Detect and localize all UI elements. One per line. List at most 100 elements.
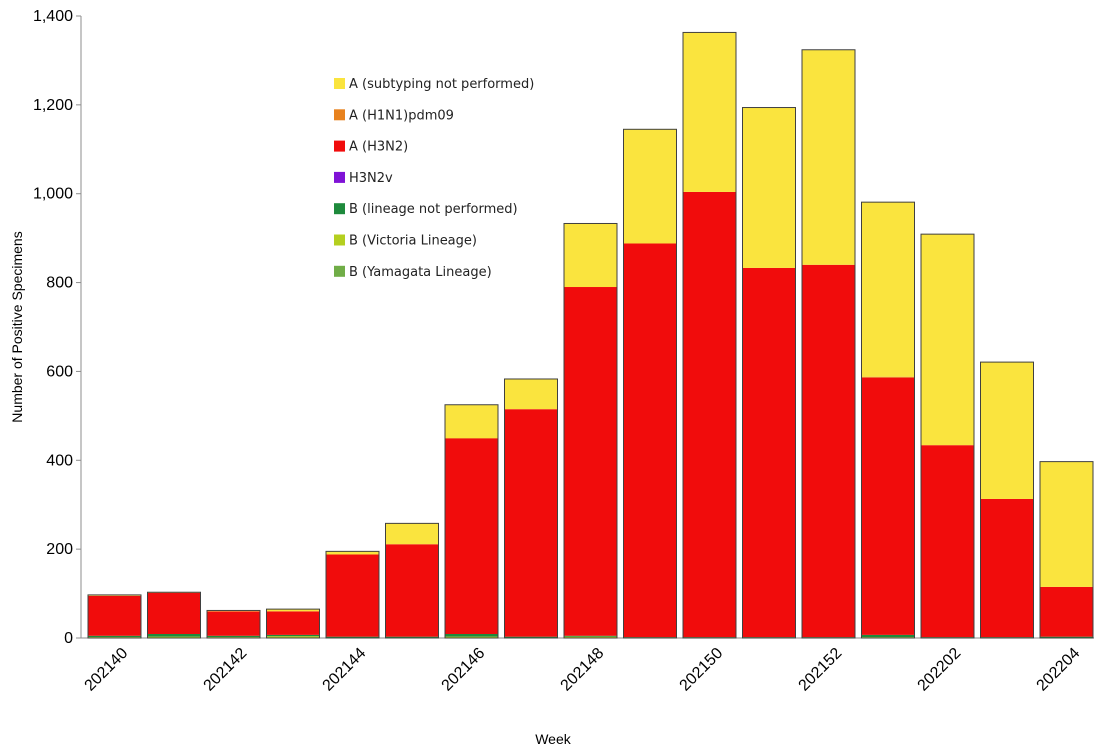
y-axis-title: Number of Positive Specimens bbox=[9, 231, 25, 422]
legend-label: H3N2v bbox=[349, 171, 393, 186]
legend-item: A (subtyping not performed) bbox=[334, 77, 534, 92]
bar-segment bbox=[147, 636, 201, 638]
bar-segment bbox=[861, 202, 915, 377]
legend-label: B (Yamagata Lineage) bbox=[349, 265, 492, 280]
bar-outline bbox=[87, 594, 142, 639]
bar-segment bbox=[88, 595, 141, 636]
bars bbox=[87, 31, 1094, 639]
bar-segment bbox=[1040, 461, 1093, 587]
bar-stack bbox=[147, 591, 201, 639]
bar-segment bbox=[564, 635, 617, 637]
legend-label: A (H3N2) bbox=[349, 140, 408, 155]
bar-outline bbox=[801, 49, 856, 639]
x-tick-label: 202150 bbox=[677, 645, 727, 695]
bar-segment bbox=[980, 498, 1034, 638]
bar-segment bbox=[683, 191, 736, 638]
legend-swatch bbox=[334, 203, 345, 215]
bar-stack bbox=[980, 361, 1034, 639]
bar-outline bbox=[1039, 461, 1094, 639]
y-tick-label: 1,400 bbox=[33, 8, 73, 25]
bar-segment bbox=[385, 636, 439, 638]
bar-segment bbox=[564, 223, 617, 288]
bar-segment bbox=[326, 636, 379, 638]
legend-item: A (H3N2) bbox=[334, 140, 408, 155]
legend-swatch bbox=[334, 265, 345, 277]
bar-segment bbox=[1040, 636, 1093, 638]
bar-segment bbox=[802, 49, 855, 265]
bar-outline bbox=[147, 591, 201, 639]
x-tick-label: 202148 bbox=[558, 645, 608, 695]
bar-segment bbox=[445, 438, 498, 635]
bar-segment bbox=[88, 635, 141, 638]
bar-segment bbox=[921, 637, 974, 638]
bar-segment bbox=[861, 377, 915, 635]
bar-segment bbox=[742, 107, 796, 268]
x-tick-label: 202140 bbox=[82, 645, 132, 695]
bar-segment bbox=[802, 637, 855, 638]
legend-swatch bbox=[334, 78, 345, 89]
bar-segment bbox=[683, 637, 736, 638]
bar-segment bbox=[504, 409, 558, 637]
bar-stack bbox=[623, 128, 677, 639]
bar-segment bbox=[921, 234, 974, 446]
y-tick-label: 1,200 bbox=[33, 97, 73, 114]
bar-segment bbox=[980, 362, 1034, 499]
legend-label: B (Victoria Lineage) bbox=[349, 234, 477, 249]
legend-swatch bbox=[334, 140, 345, 152]
legend: A (subtyping not performed) A (H1N1)pdm09… bbox=[334, 77, 534, 280]
bar-segment bbox=[921, 445, 974, 638]
bar-segment bbox=[861, 376, 915, 378]
bar-outline bbox=[385, 522, 439, 639]
x-tick-label: 202144 bbox=[320, 645, 370, 695]
bar-segment bbox=[861, 634, 915, 638]
y-tick-label: 1,000 bbox=[33, 186, 73, 203]
bar-stack bbox=[861, 201, 915, 639]
y-ticks: 0 200 400 600 800 1,000 1,200 1,400 bbox=[33, 8, 81, 647]
bar-outline bbox=[623, 128, 677, 639]
bar-segment bbox=[266, 609, 320, 612]
bar-segment bbox=[207, 611, 260, 636]
x-tick-label: 202204 bbox=[1034, 645, 1084, 695]
bar-stack bbox=[801, 49, 856, 639]
legend-swatch bbox=[334, 234, 345, 246]
bar-segment bbox=[207, 635, 260, 638]
bar-stack bbox=[1039, 461, 1094, 639]
bar-outline bbox=[861, 201, 915, 639]
bar-outline bbox=[266, 608, 320, 639]
bar-segment bbox=[147, 592, 201, 635]
bar-segment bbox=[683, 32, 736, 192]
legend-item: B (Victoria Lineage) bbox=[334, 234, 477, 249]
bar-segment bbox=[385, 523, 439, 545]
bar-segment bbox=[266, 636, 320, 638]
bar-segment bbox=[742, 267, 796, 638]
bar-segment bbox=[623, 637, 677, 638]
bar-segment bbox=[1040, 586, 1093, 637]
bar-outline bbox=[682, 31, 737, 639]
bar-segment bbox=[266, 634, 320, 637]
x-tick-label: 202146 bbox=[439, 645, 489, 695]
legend-label: A (subtyping not performed) bbox=[349, 77, 534, 92]
x-tick-label: 202142 bbox=[201, 645, 251, 695]
x-tick-label: 202152 bbox=[796, 645, 846, 695]
x-ticks: 202140 202142 202144 202146 202148 202150 2021… bbox=[82, 645, 1084, 695]
bar-outline bbox=[325, 550, 380, 639]
bar-segment bbox=[504, 378, 558, 410]
bar-outline bbox=[920, 233, 975, 639]
bar-stack bbox=[920, 233, 975, 639]
y-tick-label: 800 bbox=[46, 275, 73, 292]
bar-segment bbox=[326, 551, 379, 555]
legend-item: A (H1N1)pdm09 bbox=[334, 108, 454, 123]
bar-outline bbox=[980, 361, 1034, 639]
bar-segment bbox=[445, 438, 498, 439]
bar-segment bbox=[445, 636, 498, 638]
bar-stack bbox=[266, 608, 320, 639]
bar-segment bbox=[326, 554, 379, 637]
x-axis-title: Week bbox=[535, 731, 572, 747]
legend-item: B (Yamagata Lineage) bbox=[334, 265, 492, 280]
bar-segment bbox=[623, 243, 677, 638]
bar-segment bbox=[564, 287, 617, 636]
bar-stack bbox=[206, 609, 261, 639]
bar-segment bbox=[266, 611, 320, 635]
